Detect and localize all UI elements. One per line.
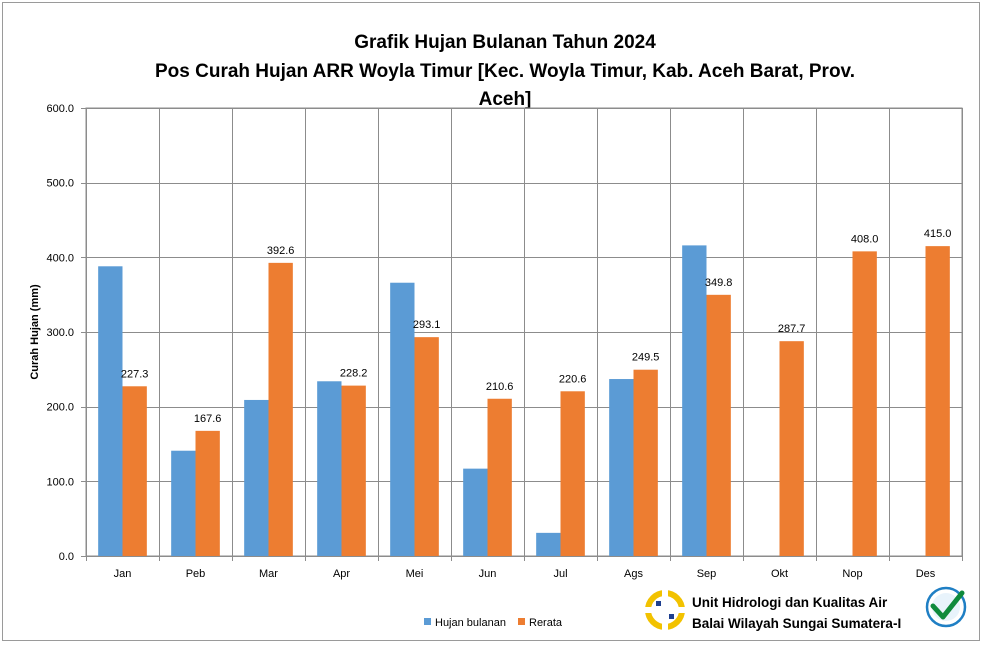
- bar-rerata: [195, 430, 220, 556]
- legend-swatch-rerata: [518, 618, 525, 625]
- y-axis-ticks: 0.0 100.0 200.0 300.0 400.0 500.0 600.0: [46, 103, 74, 563]
- y-tick-label: 500.0: [46, 178, 74, 190]
- x-tick-label: Apr: [333, 568, 350, 580]
- bar-hujan-bulanan: [609, 379, 634, 556]
- data-label-rerata: 210.6: [486, 381, 514, 393]
- x-tick-label: Jan: [114, 568, 132, 580]
- y-tick-label: 200.0: [46, 402, 74, 414]
- y-tick-label: 0.0: [59, 551, 74, 563]
- bar-rerata: [268, 262, 293, 556]
- y-tick-label: 100.0: [46, 476, 74, 488]
- x-tick-label: Sep: [697, 568, 717, 580]
- x-tick-label: Des: [916, 568, 936, 580]
- plot-data-labels: 227.3 167.6 392.6 228.2 293.1 210.6 220.6 249.5…: [121, 228, 952, 425]
- data-label-rerata: 349.8: [705, 277, 733, 289]
- x-tick-label: Ags: [624, 568, 643, 580]
- y-tick-label: 400.0: [46, 252, 74, 264]
- x-tick-label: Jul: [553, 568, 567, 580]
- legend-label-hujan-bulanan: Hujan bulanan: [435, 617, 506, 629]
- plot-bars: [98, 245, 950, 557]
- data-label-rerata: 227.3: [121, 368, 149, 380]
- bar-rerata: [414, 337, 439, 556]
- pu-logo-icon: [645, 590, 685, 630]
- chart-title-line-2: Pos Curah Hujan ARR Woyla Timur [Kec. Wo…: [155, 61, 855, 82]
- x-tick-label: Nop: [842, 568, 862, 580]
- chart-title-line-1: Grafik Hujan Bulanan Tahun 2024: [354, 32, 656, 53]
- bar-rerata: [560, 391, 585, 556]
- legend-swatch-hujan-bulanan: [424, 618, 431, 625]
- bar-rerata: [341, 385, 366, 556]
- plot-grid: [81, 107, 963, 561]
- y-tick-label: 300.0: [46, 327, 74, 339]
- bar-rerata: [122, 386, 147, 556]
- bar-hujan-bulanan: [244, 399, 269, 556]
- organization-line-1: Unit Hidrologi dan Kualitas Air: [692, 595, 888, 610]
- bar-hujan-bulanan: [390, 282, 415, 556]
- x-tick-label: Okt: [771, 568, 788, 580]
- y-tick-label: 600.0: [46, 103, 74, 115]
- y-axis-label: Curah Hujan (mm): [29, 284, 41, 380]
- bar-rerata: [852, 251, 877, 557]
- data-label-rerata: 228.2: [340, 368, 368, 380]
- bar-rerata: [633, 369, 658, 556]
- bar-hujan-bulanan: [463, 468, 488, 556]
- data-label-rerata: 415.0: [924, 228, 952, 240]
- legend-label-rerata: Rerata: [529, 617, 563, 629]
- x-tick-label: Mar: [259, 568, 278, 580]
- bar-hujan-bulanan: [98, 266, 123, 556]
- chart-title: Grafik Hujan Bulanan Tahun 2024 Pos Cura…: [155, 32, 855, 110]
- organization-line-2: Balai Wilayah Sungai Sumatera-I: [692, 616, 901, 631]
- data-label-rerata: 287.7: [778, 323, 806, 335]
- legend: Hujan bulanan Rerata: [424, 617, 563, 629]
- bar-rerata: [925, 246, 950, 556]
- bar-hujan-bulanan: [171, 450, 196, 556]
- iso-certified-badge-icon: [925, 586, 967, 628]
- bar-hujan-bulanan: [536, 532, 561, 556]
- bar-rerata: [706, 294, 731, 556]
- x-tick-label: Mei: [406, 568, 424, 580]
- data-label-rerata: 408.0: [851, 233, 879, 245]
- bar-hujan-bulanan: [317, 381, 342, 556]
- bar-hujan-bulanan: [682, 245, 707, 557]
- bar-rerata: [487, 398, 512, 556]
- x-axis-ticks: Jan Peb Mar Apr Mei Jun Jul Ags Sep Okt Nop Des: [114, 568, 936, 580]
- data-label-rerata: 220.6: [559, 373, 587, 385]
- x-tick-label: Jun: [479, 568, 497, 580]
- data-label-rerata: 392.6: [267, 245, 295, 257]
- chart-title-line-3: Aceh]: [479, 89, 532, 110]
- data-label-rerata: 293.1: [413, 319, 441, 331]
- bar-rerata: [779, 341, 804, 556]
- organization-logo: Unit Hidrologi dan Kualitas Air Balai Wi…: [645, 586, 967, 631]
- data-label-rerata: 167.6: [194, 413, 222, 425]
- x-tick-label: Peb: [186, 568, 206, 580]
- data-label-rerata: 249.5: [632, 352, 660, 364]
